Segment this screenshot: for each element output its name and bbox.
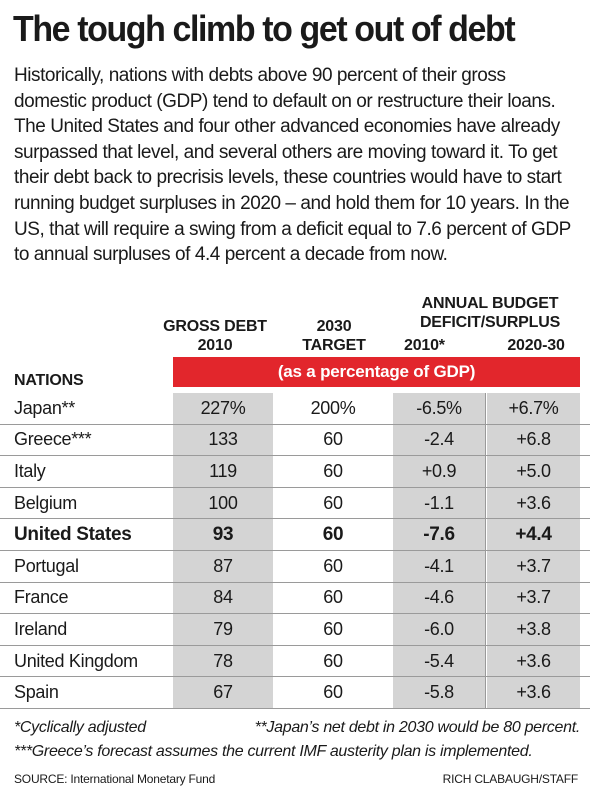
- deficit-2010-cell: -5.8: [393, 677, 486, 708]
- gross-debt-header: GROSS DEBT 2010: [162, 317, 268, 355]
- deficit-2010-cell: -4.6: [393, 582, 486, 614]
- table-row: United States 93 60 -7.6 +4.4: [0, 519, 590, 551]
- credit-text: RICH CLABAUGH/STAFF: [442, 772, 579, 786]
- surplus-2020-30-cell: +6.8: [487, 424, 580, 456]
- surplus-2020-30-cell: +3.6: [487, 487, 580, 519]
- table-row: Italy 119 60 +0.9 +5.0: [0, 456, 590, 488]
- footnote-japan: **Japan’s net debt in 2030 would be 80 p…: [254, 719, 581, 736]
- gross-debt-cell: 119: [173, 456, 273, 487]
- surplus-years-header: 2020-30: [507, 337, 565, 354]
- deficit-2010-cell: -6.0: [393, 614, 486, 645]
- deficit-2010-cell: -6.5%: [393, 393, 486, 424]
- gross-debt-cell: 67: [173, 677, 273, 708]
- surplus-2020-30-cell: +5.0: [487, 456, 580, 487]
- footnote-greece: ***Greece’s forecast assumes the current…: [14, 743, 533, 760]
- gross-debt-cell: 87: [173, 550, 273, 582]
- deficit-2010-cell: +0.9: [393, 456, 486, 487]
- nation-cell: United States: [14, 523, 132, 545]
- target-cell: 60: [274, 456, 392, 487]
- gross-debt-year: 2010: [197, 337, 233, 354]
- table-row: Portugal 87 60 -4.1 +3.7: [0, 550, 590, 583]
- target-cell: 60: [274, 487, 392, 519]
- surplus-2020-30-cell: +3.6: [487, 645, 580, 677]
- deficit-2010-cell: -1.1: [393, 487, 486, 519]
- nation-cell: Belgium: [14, 492, 77, 513]
- gross-debt-cell: 78: [173, 645, 273, 677]
- deficit-2010-cell: -7.6: [393, 519, 486, 550]
- budget-group-line1: ANNUAL BUDGET: [421, 295, 559, 312]
- surplus-2020-30-cell: +3.7: [487, 582, 580, 614]
- deficit-2010-cell: -5.4: [393, 645, 486, 677]
- source-text: SOURCE: International Monetary Fund: [14, 772, 216, 786]
- gross-debt-cell: 227%: [173, 393, 273, 424]
- nation-cell: Japan**: [14, 397, 75, 418]
- surplus-2020-30-cell: +6.7%: [487, 393, 580, 424]
- chart-title: The tough climb to get out of debt: [13, 8, 516, 49]
- deficit-2010-cell: -4.1: [393, 550, 486, 582]
- table-row: Spain 67 60 -5.8 +3.6: [0, 677, 590, 709]
- nation-cell: United Kingdom: [14, 650, 138, 671]
- table-row: Belgium 100 60 -1.1 +3.6: [0, 487, 590, 520]
- surplus-2020-30-cell: +3.8: [487, 614, 580, 645]
- footnote-cyclical: *Cyclically adjusted: [14, 719, 146, 736]
- surplus-2020-30-cell: +3.6: [487, 677, 580, 708]
- gross-debt-cell: 93: [173, 519, 273, 550]
- target-year: 2030: [316, 318, 352, 335]
- table-row: Ireland 79 60 -6.0 +3.8: [0, 614, 590, 646]
- nation-cell: Portugal: [14, 555, 79, 576]
- target-cell: 200%: [274, 393, 392, 424]
- nations-header: NATIONS: [14, 372, 84, 389]
- target-cell: 60: [274, 677, 392, 708]
- nation-cell: Spain: [14, 682, 59, 703]
- gross-debt-cell: 84: [173, 582, 273, 614]
- target-cell: 60: [274, 614, 392, 645]
- gross-debt-cell: 79: [173, 614, 273, 645]
- budget-group-header: ANNUAL BUDGET DEFICIT/SURPLUS: [400, 294, 580, 332]
- target-cell: 60: [274, 645, 392, 677]
- table-row: Japan** 227% 200% -6.5% +6.7%: [0, 393, 590, 425]
- target-cell: 60: [274, 550, 392, 582]
- nation-cell: Italy: [14, 460, 46, 481]
- nation-cell: France: [14, 587, 69, 608]
- surplus-2020-30-cell: +3.7: [487, 550, 580, 582]
- gross-debt-cell: 100: [173, 487, 273, 519]
- gross-debt-cell: 133: [173, 424, 273, 456]
- target-label: TARGET: [302, 337, 366, 354]
- debt-table: Japan** 227% 200% -6.5% +6.7% Greece*** 133 60-…: [0, 393, 590, 709]
- table-row: Greece*** 133 60 -2.4 +6.8: [0, 424, 590, 457]
- nation-cell: Greece***: [14, 429, 92, 450]
- target-header: 2030 TARGET: [280, 317, 388, 355]
- intro-text: Historically, nations with debts above 9…: [14, 65, 571, 266]
- target-cell: 60: [274, 424, 392, 456]
- budget-group-line2: DEFICIT/SURPLUS: [419, 314, 561, 331]
- table-row: France 84 60 -4.6 +3.7: [0, 582, 590, 615]
- target-cell: 60: [274, 519, 392, 550]
- deficit-year-header: 2010*: [404, 337, 445, 354]
- gross-debt-label: GROSS DEBT: [163, 318, 267, 335]
- surplus-2020-30-cell: +4.4: [487, 519, 580, 550]
- nation-cell: Ireland: [14, 618, 67, 639]
- target-cell: 60: [274, 582, 392, 614]
- table-row: United Kingdom 78 60 -5.4 +3.6: [0, 645, 590, 678]
- unit-band: (as a percentage of GDP): [173, 357, 580, 387]
- deficit-2010-cell: -2.4: [393, 424, 486, 456]
